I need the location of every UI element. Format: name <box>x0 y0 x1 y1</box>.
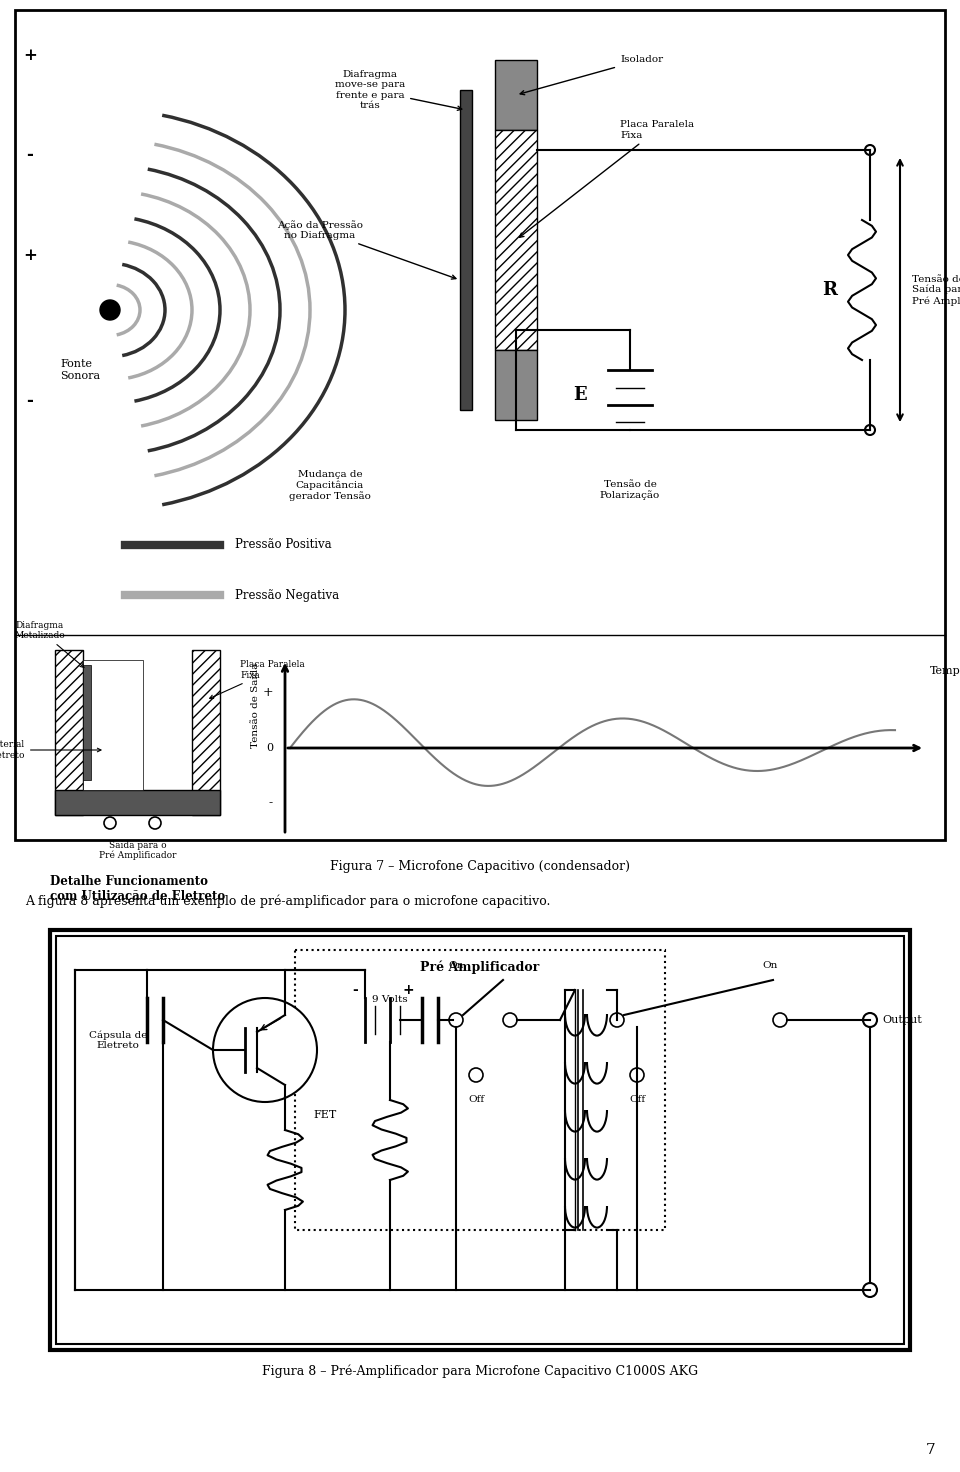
Text: R: R <box>823 281 837 299</box>
Text: -: - <box>352 983 358 997</box>
Text: +: + <box>262 686 273 699</box>
Circle shape <box>213 998 317 1103</box>
Text: Figura 8 – Pré-Amplificador para Microfone Capacitivo C1000S AKG: Figura 8 – Pré-Amplificador para Microfo… <box>262 1365 698 1378</box>
Text: Tensão de Saída: Tensão de Saída <box>251 662 259 748</box>
Text: Detalhe Funcionamento
com Utilização de Eletreto: Detalhe Funcionamento com Utilização de … <box>50 874 226 902</box>
Text: +: + <box>23 47 36 63</box>
Text: Pré Amplificador: Pré Amplificador <box>420 960 540 973</box>
Text: Isolador: Isolador <box>520 56 663 94</box>
Text: Placa Paralela
Fixa: Placa Paralela Fixa <box>209 661 304 699</box>
Text: FET: FET <box>313 1110 337 1120</box>
Text: Pressão Negativa: Pressão Negativa <box>235 589 339 602</box>
Bar <box>56 936 904 1344</box>
Text: Off: Off <box>629 1095 645 1104</box>
Text: Tempo: Tempo <box>930 665 960 676</box>
Text: On: On <box>762 961 778 970</box>
Text: -: - <box>27 392 34 409</box>
Text: Tensão de
Saída para o
Pré Amplificador: Tensão de Saída para o Pré Amplificador <box>912 274 960 306</box>
Bar <box>83 665 91 780</box>
Text: Figura 7 – Microfone Capacitivo (condensador): Figura 7 – Microfone Capacitivo (condens… <box>330 860 630 873</box>
Bar <box>495 350 537 420</box>
Bar <box>83 659 143 790</box>
Text: A figura 8 apresenta um exemplo de pré-amplificador para o microfone capacitivo.: A figura 8 apresenta um exemplo de pré-a… <box>25 895 550 908</box>
Bar <box>50 930 910 1350</box>
Text: Ação da Pressão
no Diafragma: Ação da Pressão no Diafragma <box>277 219 456 280</box>
Text: Diafragma
Metalizado: Diafragma Metalizado <box>14 621 84 667</box>
Circle shape <box>100 300 120 319</box>
Text: Fonte
Sonora: Fonte Sonora <box>60 359 100 381</box>
Text: +: + <box>23 246 36 263</box>
Text: Placa Paralela
Fixa: Placa Paralela Fixa <box>519 121 694 237</box>
Bar <box>192 651 220 815</box>
Text: 0: 0 <box>266 743 273 754</box>
Bar <box>460 90 472 411</box>
Text: E: E <box>573 386 587 403</box>
Bar <box>495 60 537 130</box>
Text: Diafragma
move-se para
frente e para
trás: Diafragma move-se para frente e para trá… <box>335 71 462 110</box>
Text: Tensão de
Polarização: Tensão de Polarização <box>600 480 660 500</box>
Text: -: - <box>27 147 34 163</box>
Bar <box>55 651 83 815</box>
Text: Output: Output <box>882 1016 922 1025</box>
Text: Mudança de
Capacitância
gerador Tensão: Mudança de Capacitância gerador Tensão <box>289 470 371 502</box>
Text: Off: Off <box>468 1095 484 1104</box>
Text: +: + <box>402 983 414 997</box>
Text: Saída para o
Pré Amplificador: Saída para o Pré Amplificador <box>99 841 177 861</box>
Text: On: On <box>448 961 464 970</box>
Bar <box>295 949 665 1231</box>
Text: 9 Volts: 9 Volts <box>372 995 408 1004</box>
Text: Cápsula de
Eletreto: Cápsula de Eletreto <box>89 1030 147 1050</box>
Text: 7: 7 <box>925 1443 935 1457</box>
Text: -: - <box>269 796 273 810</box>
Bar <box>495 130 537 350</box>
Text: Material
Eletreto: Material Eletreto <box>0 740 101 760</box>
Bar <box>15 10 945 841</box>
Text: Pressão Positiva: Pressão Positiva <box>235 539 331 552</box>
Bar <box>55 790 220 815</box>
